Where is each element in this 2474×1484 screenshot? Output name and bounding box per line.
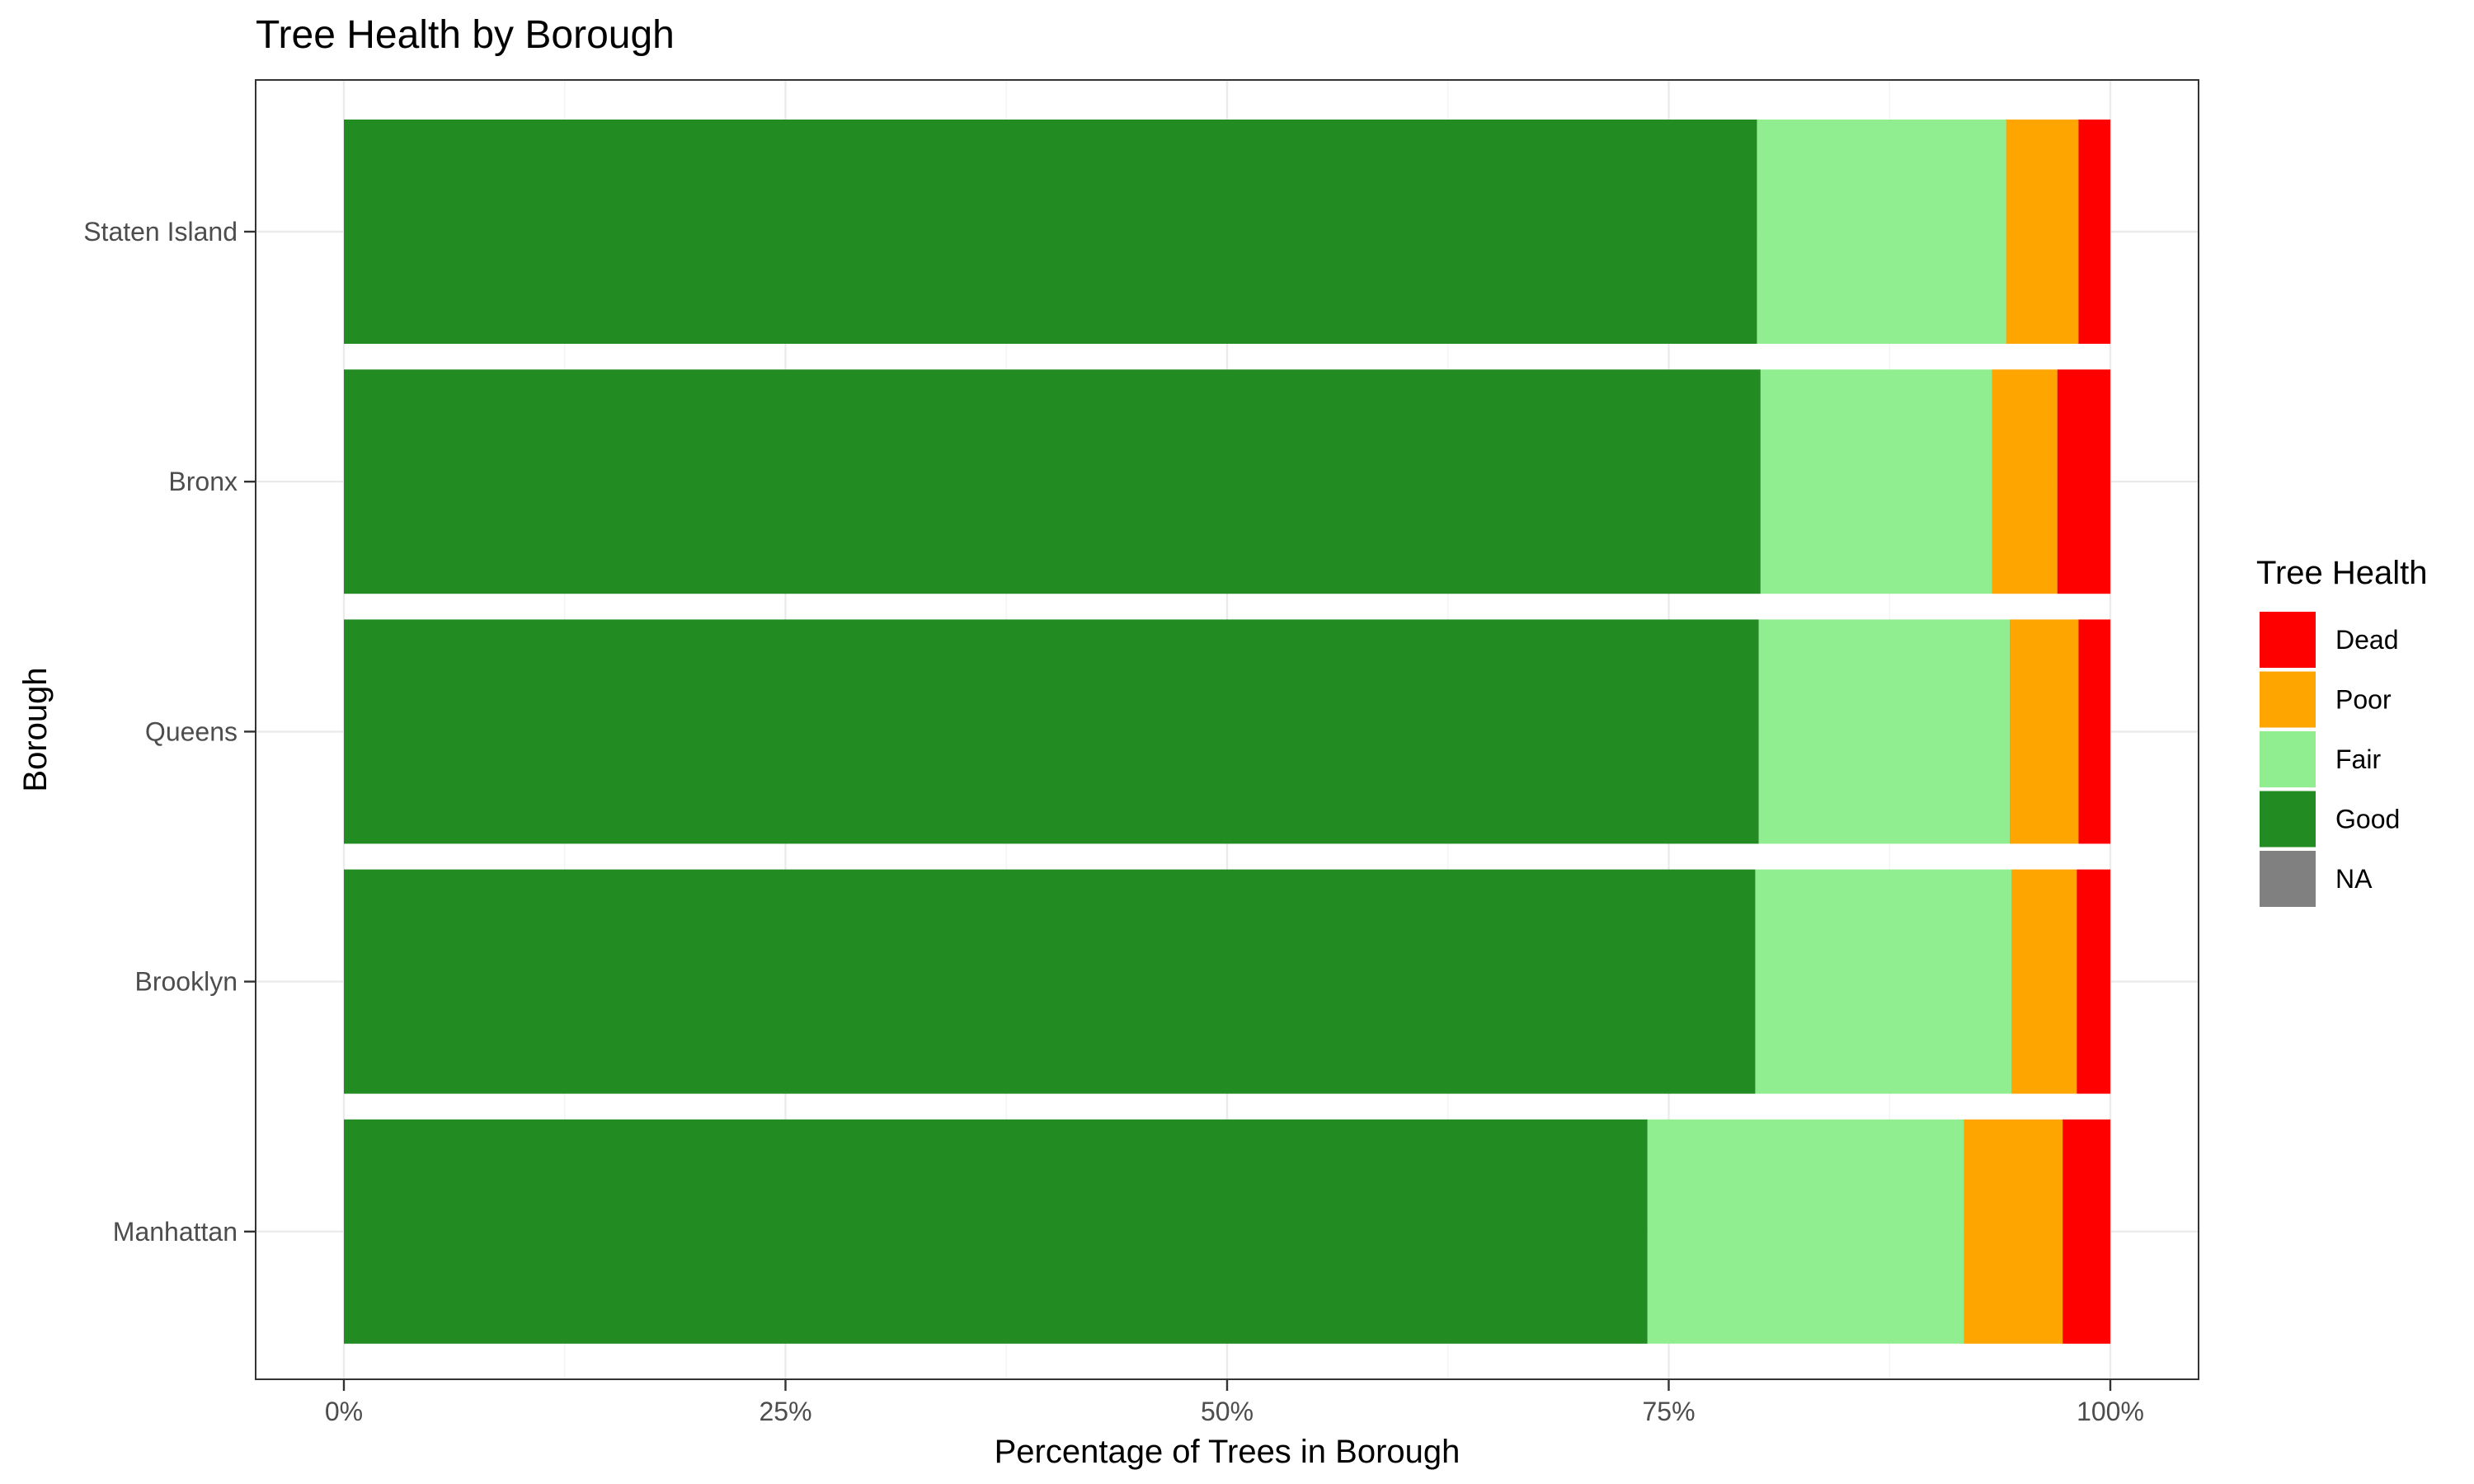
bar-segment: [2078, 619, 2110, 844]
legend-title: Tree Health: [2256, 555, 2428, 591]
x-tick-label: 50%: [1201, 1397, 1253, 1426]
y-axis-title: Borough: [17, 667, 54, 791]
x-tick-label: 75%: [1642, 1397, 1695, 1426]
legend-label: Poor: [2335, 685, 2392, 715]
y-tick-label: Manhattan: [113, 1217, 238, 1247]
bar-segment: [2078, 120, 2110, 344]
legend-key: [2260, 791, 2316, 848]
bar-segment: [2009, 619, 2079, 844]
legend-key: [2260, 612, 2316, 668]
bar-segment: [2057, 369, 2110, 594]
legend-key: [2260, 671, 2316, 728]
legend-label: Dead: [2335, 625, 2399, 655]
x-tick-label: 0%: [325, 1397, 363, 1426]
bar-segment: [344, 120, 1757, 344]
legend-key: [2260, 731, 2316, 787]
legend-items: Dead Poor Fair Good NA: [2260, 612, 2400, 907]
bar-segment: [1760, 369, 1992, 594]
x-tick-label: 100%: [2077, 1397, 2144, 1426]
y-axis: Staten Island Bronx Queens Brooklyn Manhatta…: [83, 217, 256, 1247]
bar-segment: [344, 619, 1759, 844]
legend-key: [2260, 851, 2316, 907]
legend-label: NA: [2335, 864, 2373, 894]
y-tick-label: Brooklyn: [135, 967, 238, 997]
legend: Tree Health Dead Poor Fair Good NA: [2256, 555, 2428, 907]
bar-segment: [344, 1119, 1648, 1344]
bar-segment: [2062, 1119, 2110, 1344]
legend-label: Fair: [2335, 744, 2381, 774]
x-axis: 0% 25% 50% 75% 100%: [325, 1379, 2144, 1426]
bar-segment: [2011, 869, 2077, 1094]
bar-segment: [344, 369, 1761, 594]
x-tick-label: 25%: [759, 1397, 811, 1426]
bars-layer: [344, 120, 2110, 1344]
bar-segment: [1755, 869, 2012, 1094]
legend-label: Good: [2335, 805, 2400, 834]
bar-segment: [1758, 619, 2010, 844]
bar-segment: [2006, 120, 2079, 344]
y-tick-label: Staten Island: [83, 217, 238, 247]
bar-segment: [1647, 1119, 1964, 1344]
bar-segment: [2077, 869, 2110, 1094]
bar-segment: [344, 869, 1756, 1094]
y-tick-label: Queens: [145, 716, 238, 746]
x-axis-title: Percentage of Trees in Borough: [995, 1434, 1460, 1470]
bar-segment: [1757, 120, 2006, 344]
bar-segment: [1992, 369, 2058, 594]
chart-title: Tree Health by Borough: [256, 13, 675, 57]
y-tick-label: Bronx: [168, 467, 238, 496]
bar-segment: [1964, 1119, 2063, 1344]
